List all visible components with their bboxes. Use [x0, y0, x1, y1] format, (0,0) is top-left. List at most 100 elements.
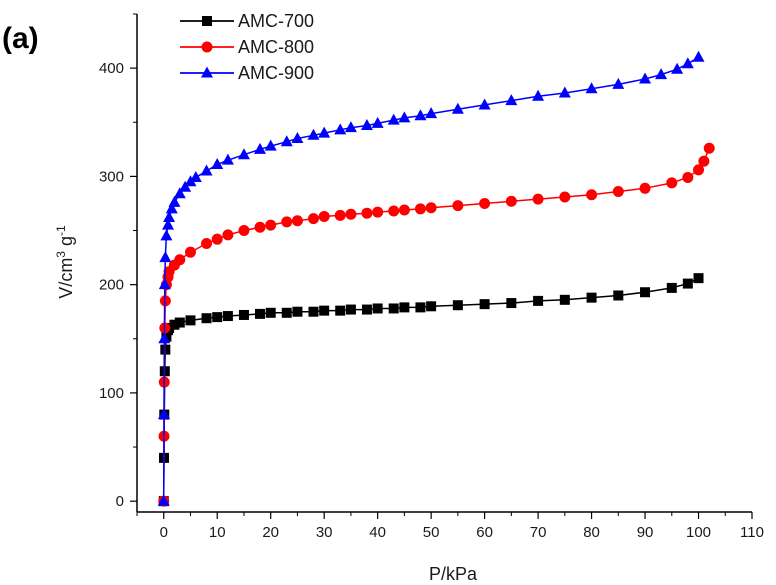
data-point: [255, 308, 265, 319]
data-point: [371, 116, 384, 128]
data-point: [452, 300, 463, 311]
plot-area: 0 10 20 30 40 50 60 70 80 90 100 110 0 100 200 300 400: [99, 13, 764, 541]
data-point: [640, 287, 651, 298]
y-axis-label-base: V/cm: [56, 258, 76, 299]
data-point: [559, 191, 571, 203]
data-point: [165, 202, 178, 214]
data-point: [221, 153, 234, 165]
y-tick-label: 200: [99, 277, 124, 294]
data-point: [425, 107, 438, 119]
data-point: [532, 193, 544, 205]
data-point: [666, 177, 678, 189]
data-point: [211, 157, 224, 169]
data-point: [505, 94, 518, 106]
data-point: [344, 121, 357, 133]
data-point: [160, 229, 173, 241]
y-tick-label: 400: [99, 60, 124, 77]
data-point: [307, 213, 319, 225]
data-point: [452, 200, 464, 212]
data-point: [613, 290, 624, 301]
legend-marker: [201, 66, 213, 78]
data-point: [291, 215, 303, 227]
legend: AMC-700 AMC-800 AMC-900: [180, 11, 314, 83]
x-tick-label: 10: [209, 524, 226, 541]
x-tick-label: 30: [316, 524, 333, 541]
series-amc-800: [158, 142, 715, 507]
data-point: [157, 494, 170, 506]
data-point: [174, 317, 185, 328]
data-point: [682, 171, 694, 183]
data-point: [168, 195, 181, 207]
data-point: [174, 254, 186, 266]
data-point: [280, 135, 293, 147]
data-point: [361, 207, 373, 219]
data-point: [292, 306, 303, 317]
data-point: [693, 273, 704, 284]
data-point: [478, 98, 491, 110]
x-tick-label: 40: [369, 524, 386, 541]
data-point: [681, 57, 694, 69]
data-point: [451, 102, 464, 114]
data-point: [200, 164, 213, 176]
data-point: [318, 126, 331, 138]
data-point: [184, 246, 196, 258]
y-ticks: 0 100 200 300 400: [99, 13, 137, 510]
data-point: [425, 202, 437, 214]
y-axis-label-sup2: -1: [54, 225, 68, 236]
data-point: [533, 295, 544, 306]
data-point: [345, 208, 357, 220]
data-point: [169, 319, 180, 330]
data-point: [237, 148, 250, 160]
legend-marker: [201, 41, 213, 53]
x-tick-label: 60: [476, 524, 493, 541]
data-point: [398, 204, 410, 216]
data-point: [372, 303, 383, 314]
data-point: [703, 142, 715, 154]
data-point: [388, 205, 400, 217]
data-point: [586, 189, 598, 201]
data-point: [692, 50, 705, 62]
panel-label: (a): [2, 22, 39, 55]
data-point: [655, 68, 668, 80]
data-point: [201, 238, 213, 250]
data-point: [334, 209, 346, 221]
legend-label: AMC-800: [238, 37, 314, 57]
data-point: [387, 113, 400, 125]
data-point: [345, 304, 356, 315]
x-tick-label: 100: [686, 524, 711, 541]
series-amc-700: [158, 273, 704, 507]
data-point: [222, 229, 234, 241]
data-point: [612, 77, 625, 89]
data-point: [671, 62, 684, 74]
data-point: [335, 305, 346, 316]
legend-item: AMC-800: [180, 37, 314, 57]
data-point: [414, 109, 427, 121]
data-point: [558, 86, 571, 98]
data-point: [211, 233, 223, 245]
data-point: [265, 307, 276, 318]
legend-item: AMC-700: [180, 11, 314, 31]
data-point: [265, 219, 277, 231]
series-line: [162, 147, 710, 502]
data-point: [201, 313, 212, 324]
data-point: [479, 299, 490, 310]
data-point: [505, 195, 517, 207]
x-tick-label: 50: [423, 524, 440, 541]
data-point: [639, 72, 652, 84]
x-tick-label: 0: [160, 524, 168, 541]
data-point: [158, 408, 171, 420]
series-amc-900: [157, 50, 705, 506]
data-point: [586, 292, 597, 303]
legend-item: AMC-900: [180, 63, 314, 83]
data-point: [291, 132, 304, 143]
data-point: [281, 307, 292, 318]
data-point: [173, 187, 186, 199]
x-tick-label: 110: [740, 524, 764, 541]
series-line: [162, 56, 699, 502]
data-point: [360, 119, 373, 131]
data-point: [212, 312, 223, 323]
data-point: [361, 304, 372, 315]
legend-label: AMC-900: [238, 63, 314, 83]
y-axis-label-sup1: 3: [54, 251, 68, 258]
